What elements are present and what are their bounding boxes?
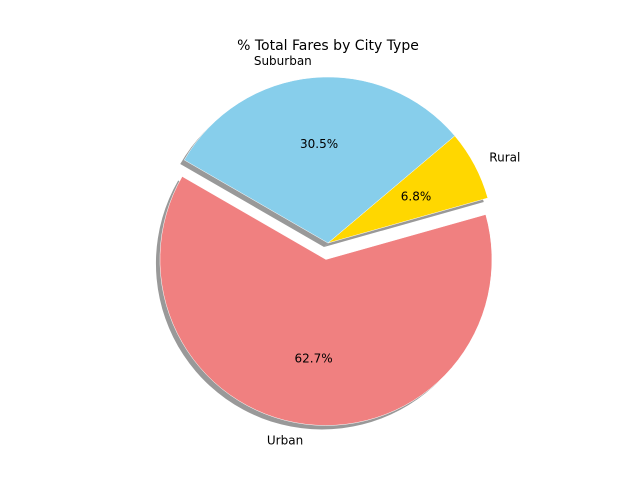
pct-label-urban: 62.7% xyxy=(295,351,333,365)
pct-label-rural: 6.8% xyxy=(401,189,432,203)
pie-slice-urban xyxy=(159,176,493,426)
pie-slice-suburban xyxy=(183,76,456,244)
pie-slice-layer xyxy=(159,76,493,426)
slice-label-urban: Urban xyxy=(267,434,303,448)
pct-label-suburban: 30.5% xyxy=(300,137,338,151)
chart-title: % Total Fares by City Type xyxy=(237,38,419,54)
slice-label-suburban: Suburban xyxy=(254,54,312,68)
slice-label-rural: Rural xyxy=(489,150,520,164)
pie-label-layer: Urban 62.7% Rural 6.8% Suburban 30.5% xyxy=(254,54,521,448)
